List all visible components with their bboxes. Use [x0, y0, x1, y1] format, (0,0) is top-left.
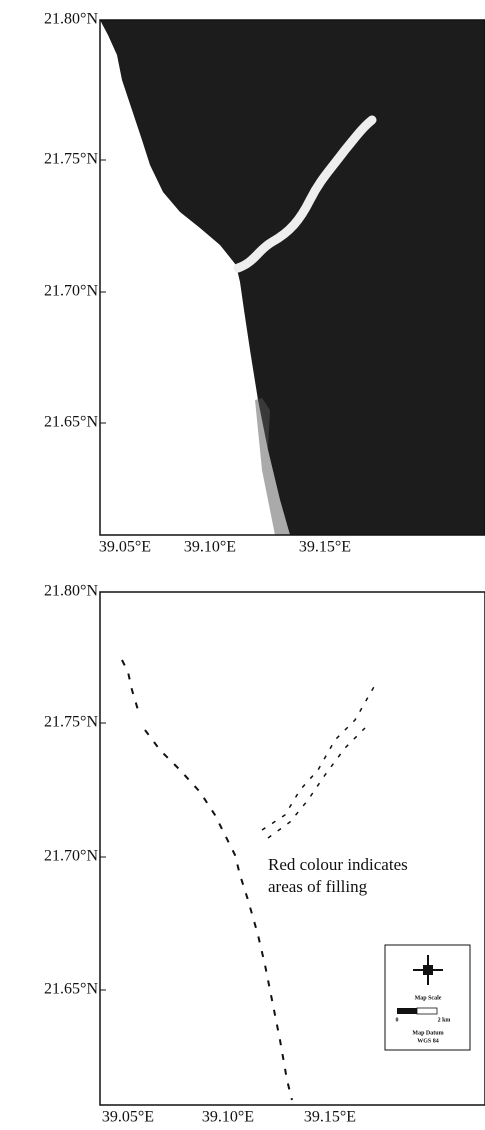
coastline-filling: [121, 659, 293, 1101]
legend-scale-label: 0: [396, 1017, 399, 1023]
y-tick-label: 21.80°N: [44, 583, 98, 600]
y-tick-label: 21.65°N: [44, 981, 98, 998]
scale-bar-light: [416, 1007, 438, 1015]
y-tick-label: 21.75°N: [44, 714, 98, 731]
legend-scale-title: Map Scale: [415, 995, 442, 1001]
y-tick-label: 21.75°N: [44, 151, 98, 168]
annotation: Red colour indicates: [268, 855, 408, 874]
y-tick-label: 21.70°N: [44, 848, 98, 865]
annotation: areas of filling: [268, 877, 368, 896]
frame: [99, 591, 485, 1106]
x-tick-label: 39.15°E: [304, 1109, 356, 1126]
frame: [99, 19, 485, 536]
y-tick-label: 21.80°N: [44, 11, 98, 28]
north-arrow-center: [423, 965, 433, 975]
x-tick-label: 39.10°E: [184, 539, 236, 556]
x-tick-label: 39.05°E: [99, 539, 151, 556]
y-tick-label: 21.65°N: [44, 414, 98, 431]
x-tick-label: 39.10°E: [202, 1109, 254, 1126]
shallow-water: [255, 398, 290, 535]
filling-panel: [99, 591, 485, 1106]
legend-datum-value: WGS 84: [417, 1038, 439, 1044]
legend-scale-label: 2 km: [438, 1017, 451, 1023]
sea: [100, 20, 485, 535]
creek-filling: [261, 684, 376, 839]
x-tick-label: 39.15°E: [299, 539, 351, 556]
scale-bar-dark: [397, 1008, 417, 1014]
legend-datum-title: Map Datum: [412, 1030, 443, 1036]
y-tick-label: 21.70°N: [44, 283, 98, 300]
satellite-panel: [99, 19, 485, 536]
x-tick-label: 39.05°E: [102, 1109, 154, 1126]
creek: [233, 115, 377, 273]
